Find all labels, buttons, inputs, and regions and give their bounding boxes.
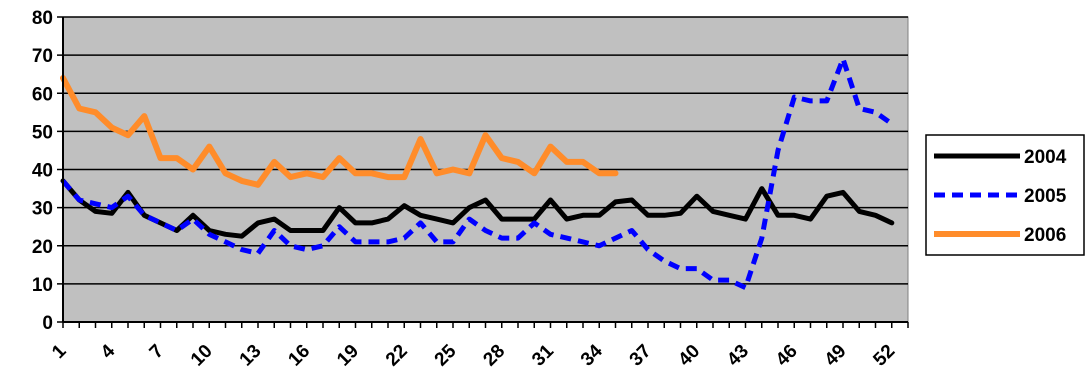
- series-line-2005: [61, 56, 894, 291]
- x-tick-label: 1: [48, 340, 71, 363]
- series-lines: [60, 56, 895, 291]
- x-tick-label: 25: [431, 340, 461, 370]
- y-tick-label: 50: [32, 122, 53, 143]
- legend: 2004 2005 2006: [925, 134, 1085, 256]
- y-tick-label: 80: [32, 8, 53, 29]
- x-tick-label: 49: [821, 341, 851, 371]
- x-axis-ticks: 1 4 7 10 13 16 19 22 25 28 31 34 37 40 43 46 49 52: [48, 322, 909, 371]
- x-tick-label: 22: [382, 341, 412, 371]
- x-tick-label: 31: [528, 340, 558, 370]
- y-tick-label: 10: [32, 275, 53, 296]
- legend-label-2005: 2005: [1024, 186, 1067, 207]
- y-tick-label: 20: [32, 237, 53, 258]
- y-tick-label: 0: [42, 313, 53, 334]
- x-tick-label: 40: [674, 341, 704, 371]
- x-tick-label: 34: [577, 340, 607, 370]
- x-tick-label: 16: [284, 341, 314, 371]
- y-tick-label: 40: [32, 161, 53, 182]
- series-line-2004: [60, 178, 895, 239]
- x-tick-label: 7: [146, 341, 168, 363]
- y-axis-ticks: 0 10 20 30 40 50 60 70 80: [32, 8, 63, 334]
- y-tick-label: 60: [32, 84, 53, 105]
- y-tick-label: 30: [32, 199, 53, 220]
- x-tick-label: 19: [333, 341, 363, 371]
- series-line-2006: [60, 75, 619, 188]
- x-tick-label: 52: [869, 341, 899, 371]
- legend-label-2006: 2006: [1024, 225, 1066, 246]
- x-tick-label: 46: [772, 341, 802, 371]
- x-tick-label: 43: [723, 341, 753, 371]
- x-tick-label: 13: [236, 341, 266, 371]
- x-tick-label: 10: [187, 341, 217, 371]
- legend-label-2004: 2004: [1024, 147, 1067, 168]
- gridlines: [63, 16, 908, 285]
- x-tick-label: 4: [97, 340, 120, 363]
- y-tick-label: 70: [32, 46, 53, 67]
- x-tick-label: 37: [626, 341, 656, 371]
- x-tick-label: 28: [479, 341, 509, 371]
